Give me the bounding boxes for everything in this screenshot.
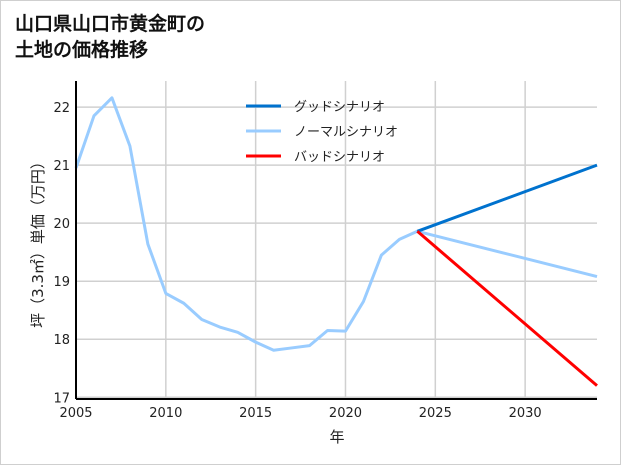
x-tick-label: 2020 bbox=[329, 406, 362, 421]
y-tick-label: 18 bbox=[53, 333, 70, 348]
chart-title: 山口県山口市黄金町の 土地の価格推移 bbox=[15, 11, 205, 63]
series-line-0 bbox=[416, 163, 598, 233]
legend-label: バッドシナリオ bbox=[294, 150, 385, 165]
legend-label: グッドシナリオ bbox=[294, 100, 385, 115]
x-tick-label: 2015 bbox=[239, 406, 272, 421]
y-tick-label: 21 bbox=[53, 159, 70, 174]
x-axis-label: 年 bbox=[329, 428, 344, 446]
x-tick-label: 2005 bbox=[59, 406, 92, 421]
y-tick-label: 20 bbox=[53, 217, 70, 232]
series-line-2 bbox=[416, 230, 598, 387]
y-axis-label: 坪（3.3㎡）単価（万円） bbox=[29, 154, 47, 328]
chart-title-line-2: 土地の価格推移 bbox=[15, 39, 149, 61]
series-line-1 bbox=[74, 96, 598, 352]
chart-title-line-1: 山口県山口市黄金町の bbox=[15, 13, 206, 35]
legend-label: ノーマルシナリオ bbox=[294, 125, 398, 140]
y-tick-label: 17 bbox=[53, 391, 70, 406]
x-tick-label: 2025 bbox=[419, 406, 452, 421]
x-tick-label: 2030 bbox=[509, 406, 542, 421]
x-tick-label: 2010 bbox=[149, 406, 182, 421]
y-tick-label: 22 bbox=[53, 101, 70, 116]
y-tick-label: 19 bbox=[53, 275, 70, 290]
